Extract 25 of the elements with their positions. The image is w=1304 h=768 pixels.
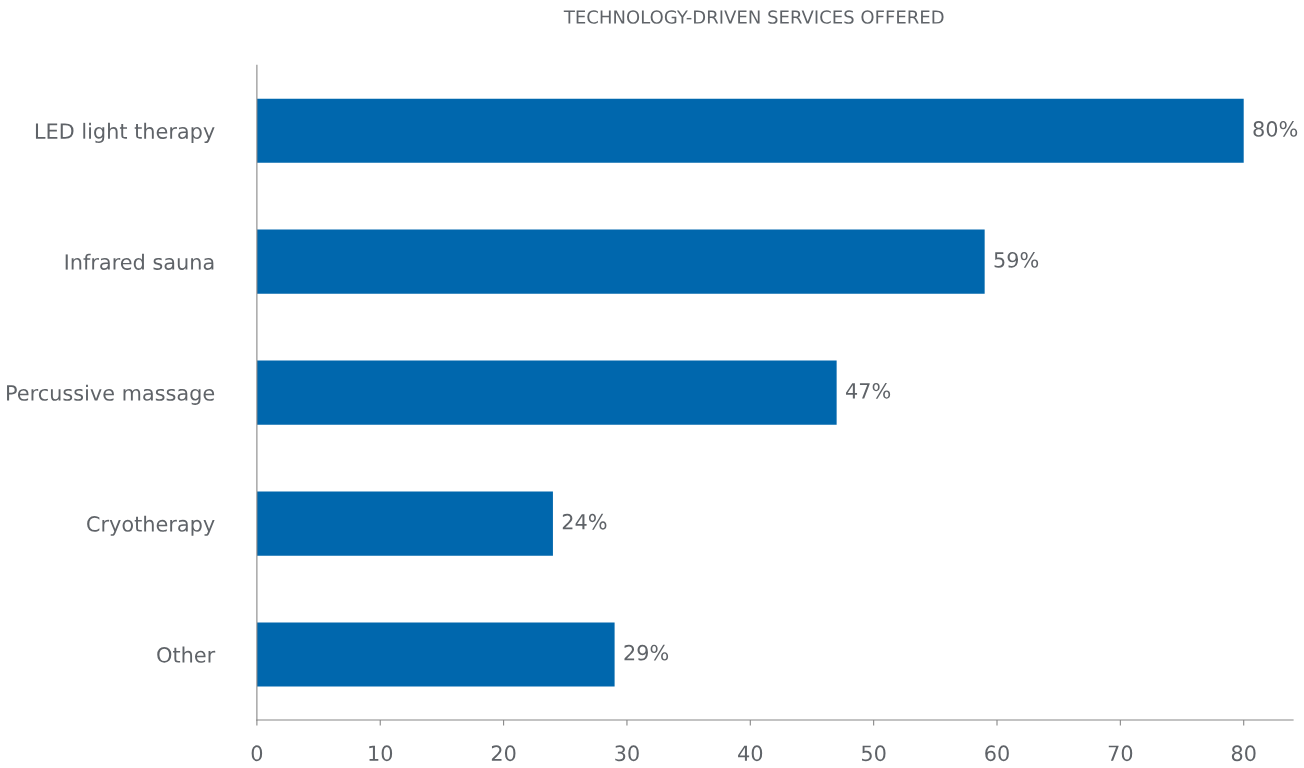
x-tick-label: 40 [738,745,763,762]
x-tick-label: 50 [862,745,886,762]
data-label: 47% [846,382,891,399]
y-tick-label: LED light therapy [35,122,215,143]
x-tick-label: 70 [1108,745,1133,762]
x-tick-label: 20 [491,745,516,762]
bar [256,98,1244,163]
data-label: 80% [1253,121,1298,137]
x-tick-label: 60 [985,745,1009,762]
bar [256,622,615,687]
x-tick-label: 80 [1231,745,1256,762]
x-tick-label: 30 [615,745,639,762]
x-tick-label: 10 [369,745,393,762]
bar [256,491,553,556]
y-tick-label: Infrared sauna [65,253,214,270]
data-label: 24% [562,513,607,530]
chart-title: TECHNOLOGY-DRIVEN SERVICES OFFERED [563,10,944,24]
bar [256,229,985,294]
data-label: 59% [994,251,1039,268]
y-tick-label: Cryotherapy [87,515,215,536]
y-tick-label: Percussive massage [7,384,215,405]
bar [256,360,837,425]
data-label: 29% [624,644,669,661]
y-tick-label: Other [157,646,216,663]
x-tick-label: 0 [251,745,263,762]
